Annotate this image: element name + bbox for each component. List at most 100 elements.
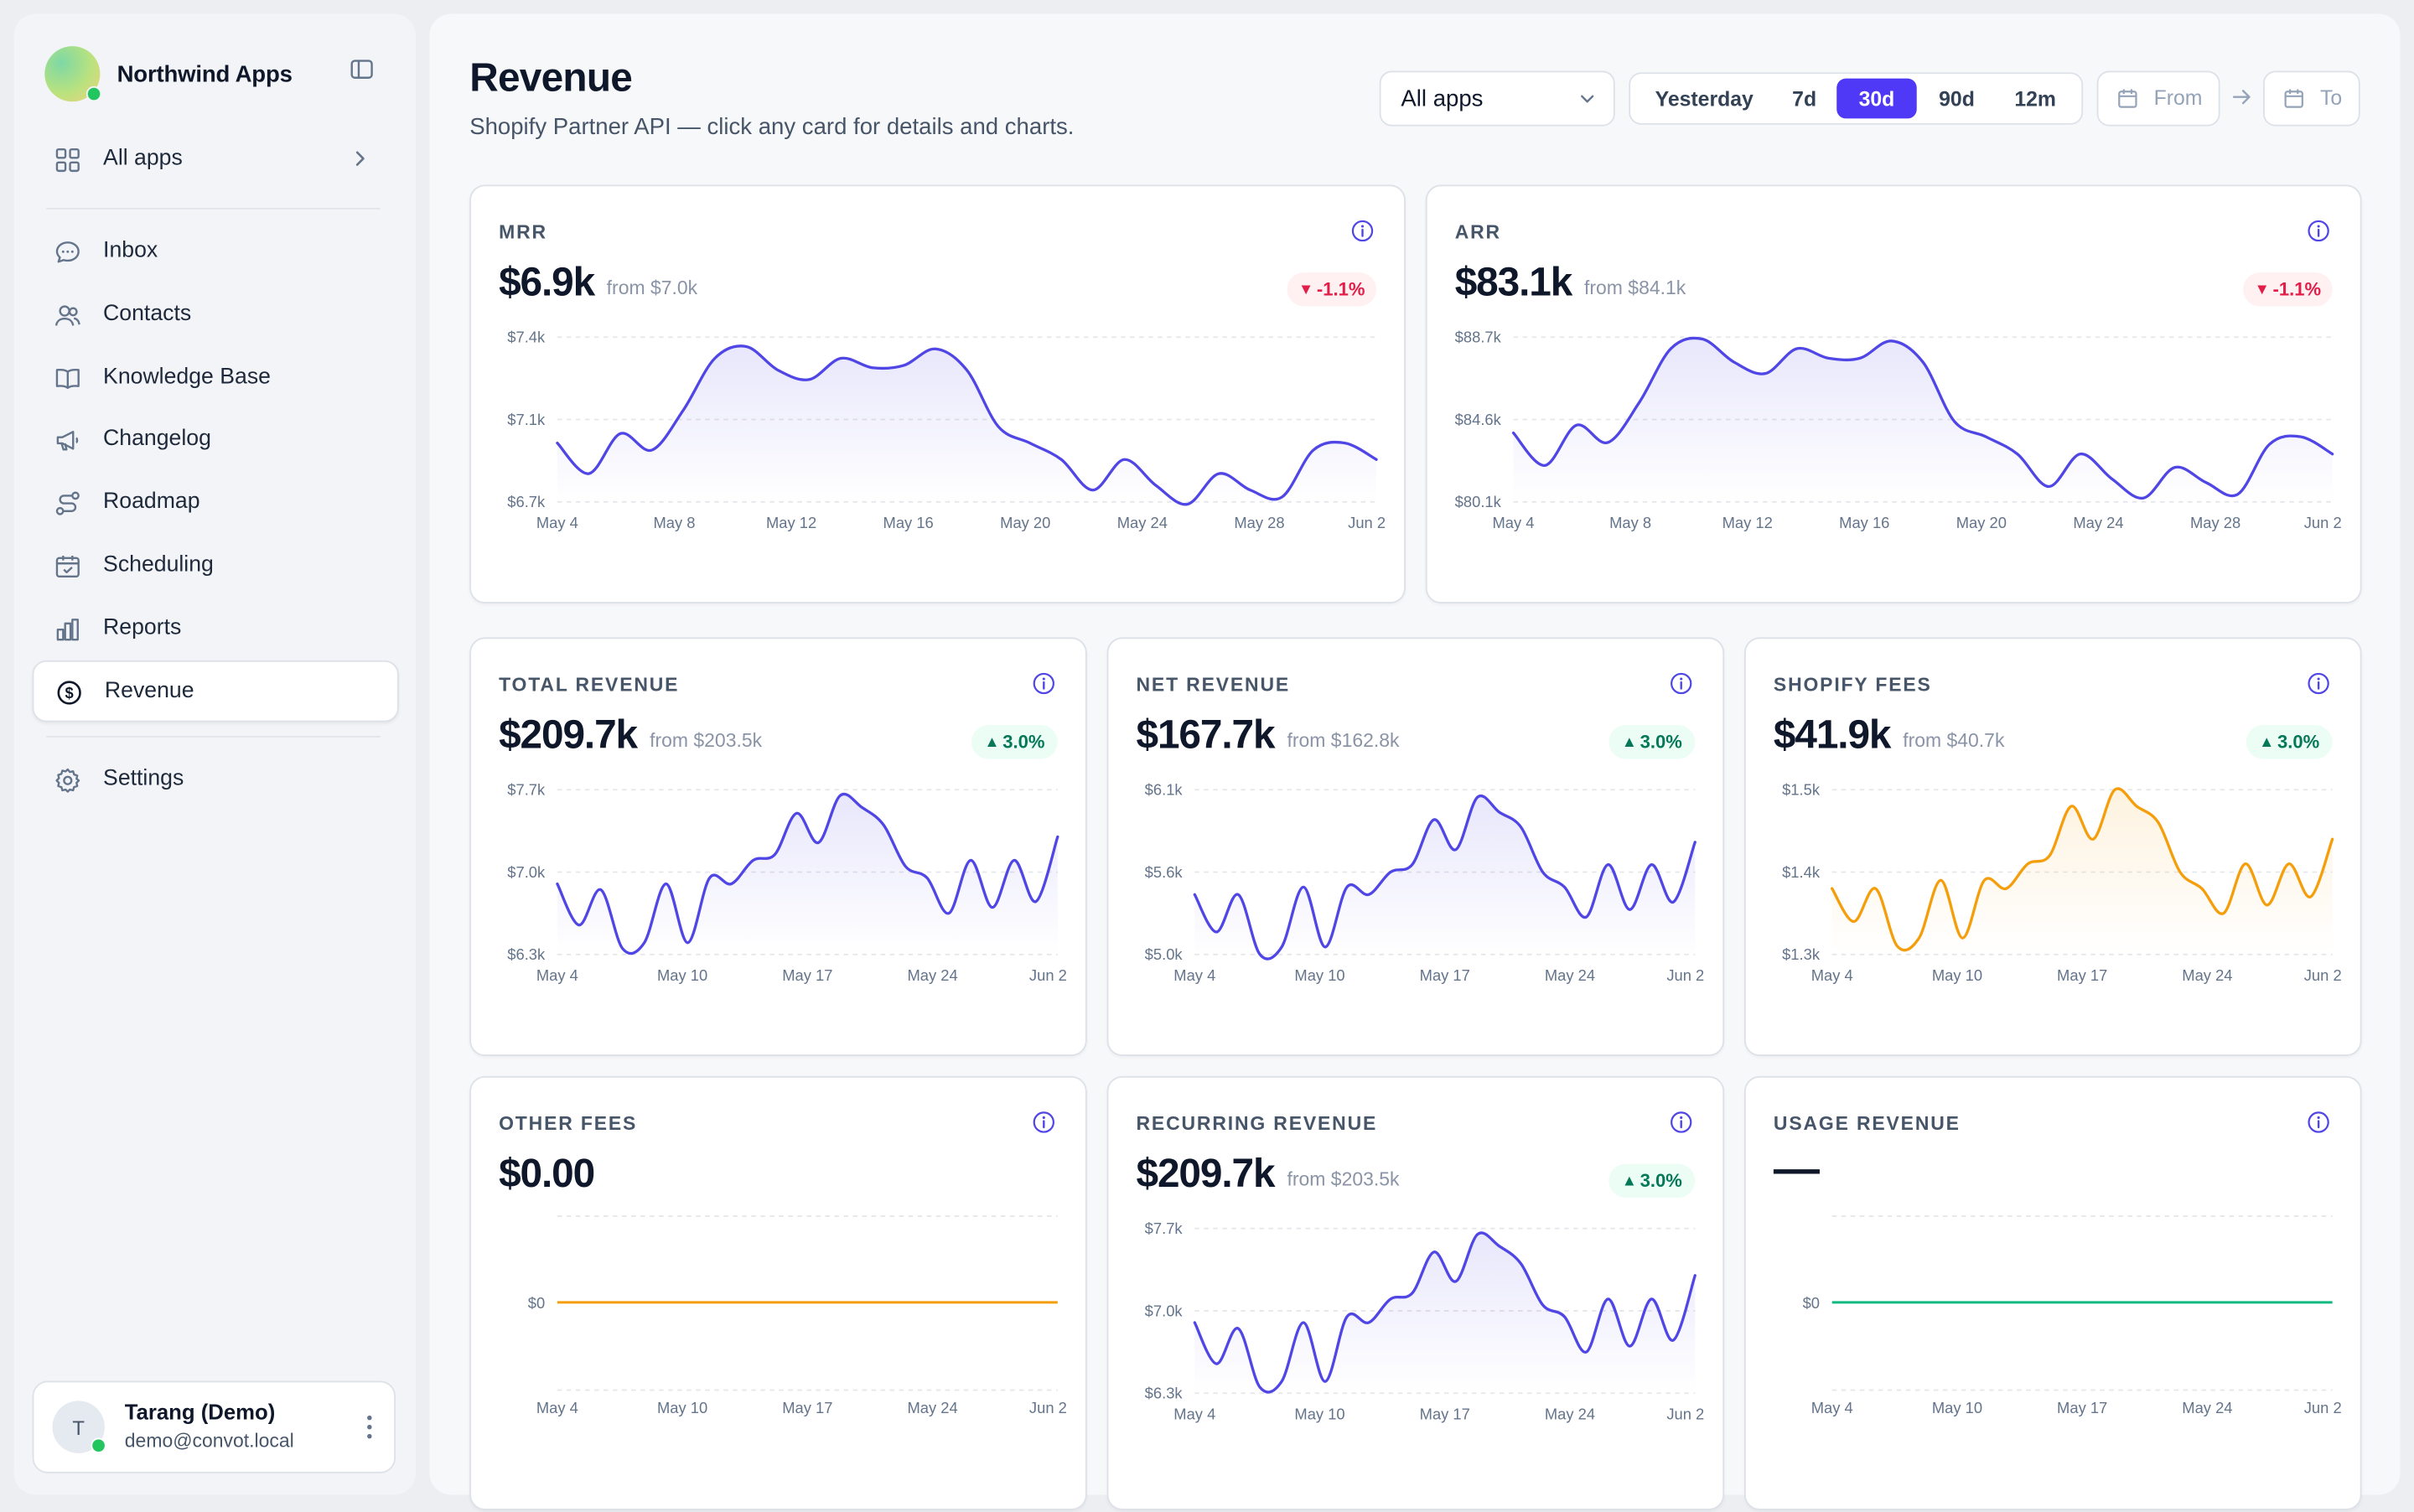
x-tick-label: May 4 — [1811, 1399, 1853, 1416]
info-icon[interactable] — [2306, 1110, 2330, 1134]
metric-card-shopify-fees[interactable]: SHOPIFY FEES $41.9k from $40.7k ▲ 3.0% $1.5k… — [1744, 637, 2362, 1056]
x-tick-label: May 16 — [883, 514, 934, 531]
card-label: NET REVENUE — [1136, 674, 1291, 696]
info-icon[interactable] — [1669, 671, 1693, 696]
info-icon[interactable] — [1669, 1110, 1693, 1134]
series-area — [557, 794, 1058, 955]
metric-card-usage-revenue[interactable]: USAGE REVENUE — $0 May 4 May 10 May 17 May 24 J… — [1744, 1075, 2362, 1510]
sidebar-item-revenue[interactable]: $ Revenue — [32, 660, 399, 722]
x-tick-label: May 12 — [1722, 514, 1773, 531]
metric-card-net-revenue[interactable]: NET REVENUE $167.7k from $162.8k ▲ 3.0% $6.1… — [1106, 637, 1725, 1056]
megaphone-icon — [56, 431, 79, 451]
y-tick-label: $5.0k — [1145, 945, 1184, 963]
online-status-dot — [91, 1437, 106, 1453]
metric-card-recurring-revenue[interactable]: RECURRING REVENUE $209.7k from $203.5k ▲ 3.… — [1106, 1075, 1725, 1510]
info-icon[interactable] — [1032, 1110, 1056, 1134]
y-tick-label: $7.4k — [507, 329, 546, 346]
user-email: demo@convot.local — [124, 1430, 294, 1452]
card-label: ARR — [1454, 221, 1501, 244]
y-tick-label: $6.7k — [507, 493, 546, 510]
series-area — [1513, 338, 2333, 502]
x-tick-label: May 10 — [1932, 1399, 1982, 1416]
chart-shopify-fees: $1.5k $1.4k $1.3k May 4 May 10 May 17 May 24 Ju… — [1782, 781, 2342, 984]
sidebar-item-label: Roadmap — [103, 489, 200, 515]
range-yesterday[interactable]: Yesterday — [1655, 86, 1754, 111]
x-tick-label: Jun 2 — [2304, 966, 2342, 984]
calendar-check-icon — [55, 556, 80, 578]
sidebar-item-changelog[interactable]: Changelog — [33, 410, 396, 469]
book-open-icon — [55, 368, 80, 390]
metric-card-arr[interactable]: ARR $83.1k from $84.1k ▼ -1.1% $88.7k $84.6k $… — [1425, 184, 2362, 603]
chat-bubble-icon — [55, 241, 80, 263]
previous-value: from $84.1k — [1583, 277, 1686, 299]
range-7d[interactable]: 7d — [1792, 86, 1817, 111]
sidebar-item-scheduling[interactable]: Scheduling — [33, 536, 396, 594]
sidebar-item-contacts[interactable]: Contacts — [33, 285, 396, 344]
x-tick-label: May 10 — [657, 966, 707, 984]
series-line — [556, 792, 1059, 955]
triangle-up-icon: ▲ — [1621, 1172, 1637, 1189]
metric-value: $167.7k — [1136, 711, 1276, 758]
x-tick-label: May 17 — [782, 1399, 832, 1416]
change-value: 3.0% — [1640, 1169, 1682, 1192]
sidebar-item-roadmap[interactable]: Roadmap — [33, 473, 396, 531]
y-tick-label: $80.1k — [1455, 493, 1502, 510]
series-line — [556, 344, 1378, 506]
range-30d[interactable]: 30d — [1836, 78, 1917, 119]
sidebar-item-label: Knowledge Base — [103, 365, 271, 390]
change-value: -1.1% — [2272, 278, 2322, 301]
sidebar-toggle-icon[interactable] — [350, 57, 374, 81]
page-subtitle: Shopify Partner API — click any card for… — [469, 113, 1075, 141]
metric-card-mrr[interactable]: MRR $6.9k from $7.0k ▼ -1.1% $7.4k $7.1k $6.7k… — [469, 184, 1406, 603]
change-value: -1.1% — [1316, 278, 1365, 301]
change-badge: ▲ 3.0% — [1608, 725, 1696, 759]
all-apps-selector[interactable]: All apps — [33, 129, 396, 188]
info-icon[interactable] — [2306, 219, 2330, 243]
metric-value: $0.00 — [499, 1150, 595, 1197]
series-area — [557, 345, 1377, 505]
range-90d[interactable]: 90d — [1939, 86, 1975, 111]
x-tick-label: May 24 — [2182, 1399, 2232, 1416]
sidebar-item-knowledge-base[interactable]: Knowledge Base — [33, 348, 396, 406]
y-tick-label: $1.4k — [1782, 863, 1821, 881]
series-area — [1194, 795, 1696, 960]
calendar-icon — [2284, 89, 2303, 108]
dollar-circle-icon: $ — [57, 681, 81, 705]
metric-card-total-revenue[interactable]: TOTAL REVENUE $209.7k from $203.5k ▲ 3.0% $7… — [469, 637, 1087, 1056]
metric-card-other-fees[interactable]: OTHER FEES $0.00 $0 May 4 May 10 May 17 May 24… — [469, 1075, 1087, 1510]
card-label: OTHER FEES — [499, 1112, 638, 1135]
sidebar-item-settings[interactable]: Settings — [33, 749, 396, 808]
user-card[interactable]: T Tarang (Demo) demo@convot.local — [32, 1380, 396, 1473]
metric-value: — — [1773, 1143, 1820, 1195]
x-tick-label: May 4 — [536, 966, 578, 984]
change-value: 3.0% — [1002, 731, 1045, 753]
x-tick-label: Jun 2 — [1029, 966, 1067, 984]
info-icon[interactable] — [1032, 671, 1056, 696]
change-badge: ▲ 3.0% — [1608, 1163, 1696, 1198]
metric-value: $209.7k — [499, 711, 638, 758]
brand-name: Northwind Apps — [117, 60, 293, 87]
triangle-up-icon: ▲ — [984, 733, 1000, 751]
sidebar-item-reports[interactable]: Reports — [33, 598, 396, 657]
triangle-up-icon: ▲ — [2259, 733, 2275, 751]
from-date-input[interactable]: From — [2096, 70, 2220, 127]
info-icon[interactable] — [2306, 671, 2330, 696]
info-icon[interactable] — [1350, 219, 1375, 243]
brand-logo — [44, 46, 102, 102]
range-12m[interactable]: 12m — [2014, 86, 2056, 111]
to-date-input[interactable]: To — [2262, 70, 2360, 127]
app-select[interactable]: All apps — [1379, 70, 1615, 127]
chart-other-fees: $0 May 4 May 10 May 17 May 24 Jun 2 — [528, 1215, 1067, 1416]
triangle-down-icon: ▼ — [2254, 281, 2270, 298]
more-vertical-icon[interactable] — [366, 1413, 372, 1441]
brand[interactable]: Northwind Apps — [44, 43, 398, 104]
x-tick-label: May 28 — [1234, 514, 1284, 531]
sidebar-item-label: Scheduling — [103, 552, 214, 577]
chart-mrr: $7.4k $7.1k $6.7k May 4 May 8 May 12 May 16 May… — [507, 329, 1386, 531]
metric-value: $209.7k — [1136, 1150, 1276, 1197]
chart-arr: $88.7k $84.6k $80.1k May 4 May 8 May 12 May 16… — [1455, 329, 2342, 531]
sidebar-item-inbox[interactable]: Inbox — [33, 221, 396, 280]
x-tick-label: May 10 — [657, 1399, 707, 1416]
to-date-placeholder: To — [2319, 85, 2343, 110]
series-line — [1193, 1231, 1697, 1394]
